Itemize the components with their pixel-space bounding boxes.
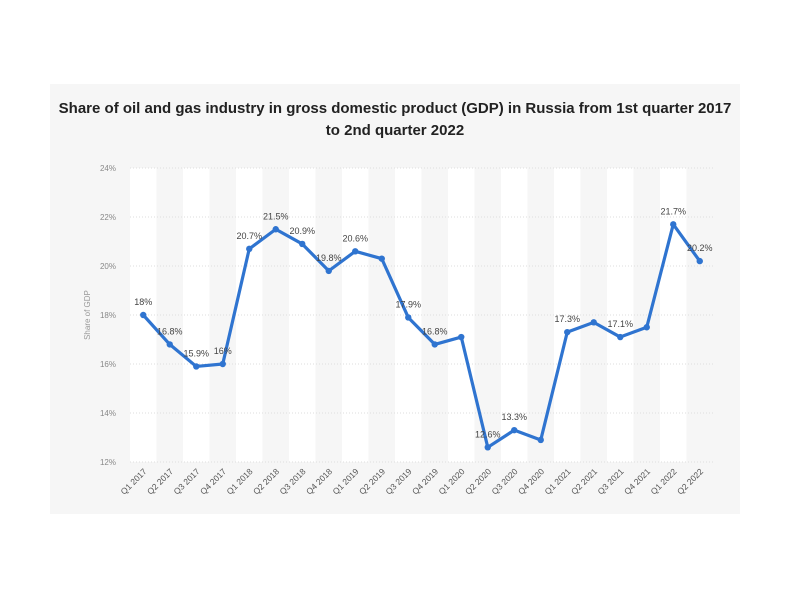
x-tick-label: Q1 2022: [649, 466, 679, 496]
column-band: [236, 168, 263, 462]
x-tick-label: Q1 2018: [225, 466, 255, 496]
data-point: [246, 245, 253, 253]
data-point: [643, 324, 650, 331]
chart-title: Share of oil and gas industry in gross d…: [58, 100, 732, 139]
x-tick-label: Q2 2022: [675, 466, 705, 496]
column-band: [448, 168, 475, 462]
data-point: [405, 314, 412, 321]
x-tick-label: Q1 2017: [119, 466, 149, 496]
data-point: [352, 248, 359, 255]
data-point: [272, 226, 279, 233]
x-tick-label: Q1 2021: [543, 466, 573, 496]
data-point: [325, 267, 332, 275]
y-tick-label: 22%: [100, 213, 116, 222]
data-label: 17.1%: [607, 319, 633, 329]
y-tick-label: 20%: [100, 262, 116, 271]
data-point: [166, 341, 173, 348]
y-tick-label: 24%: [100, 164, 116, 173]
column-band: [554, 168, 581, 462]
x-tick-label: Q4 2018: [304, 466, 334, 496]
x-tick-label: Q4 2017: [198, 466, 228, 496]
data-label: 21.7%: [660, 206, 686, 216]
data-point: [670, 221, 677, 228]
y-tick-label: 12%: [100, 458, 116, 467]
x-tick-label: Q4 2019: [410, 466, 440, 496]
data-point: [193, 363, 200, 370]
data-label: 16.8%: [157, 326, 183, 336]
data-point: [140, 311, 147, 319]
data-point: [378, 255, 385, 262]
data-label: 17.9%: [395, 299, 421, 309]
column-band: [607, 168, 634, 462]
data-label: 19.8%: [316, 253, 342, 263]
x-tick-label: Q3 2021: [596, 466, 626, 496]
data-point: [484, 444, 491, 451]
data-point: [696, 257, 703, 265]
data-point: [537, 436, 544, 444]
data-point: [590, 319, 597, 326]
data-label: 13.3%: [501, 412, 527, 422]
data-label: 12.6%: [475, 429, 501, 439]
x-tick-label: Q4 2021: [622, 466, 652, 496]
data-point: [617, 333, 624, 341]
data-label: 17.3%: [554, 314, 580, 324]
x-tick-label: Q1 2019: [331, 466, 361, 496]
data-point: [431, 341, 438, 348]
data-label: 16.8%: [422, 326, 448, 336]
x-tick-label: Q3 2017: [172, 466, 202, 496]
x-tick-label: Q2 2019: [357, 466, 387, 496]
column-band: [289, 168, 316, 462]
data-label: 15.9%: [183, 348, 209, 358]
y-tick-label: 16%: [100, 360, 116, 369]
x-tick-label: Q3 2020: [490, 466, 520, 496]
x-tick-label: Q3 2019: [384, 466, 414, 496]
x-tick-label: Q2 2018: [251, 466, 281, 496]
x-tick-label: Q4 2020: [516, 466, 546, 496]
data-point: [219, 360, 226, 368]
data-label: 21.5%: [263, 211, 289, 221]
y-axis-title: Share of GDP: [83, 290, 92, 340]
data-label: 20.9%: [289, 226, 315, 236]
data-label: 18%: [134, 297, 152, 307]
y-tick-label: 14%: [100, 409, 116, 418]
y-tick-label: 18%: [100, 311, 116, 320]
data-point: [458, 333, 465, 341]
data-label: 20.7%: [236, 231, 262, 241]
series-line: [141, 222, 702, 449]
x-tick-label: Q1 2020: [437, 466, 467, 496]
data-label: 20.6%: [342, 233, 368, 243]
x-tick-label: Q3 2018: [278, 466, 308, 496]
data-point: [564, 328, 571, 336]
x-tick-label: Q2 2020: [463, 466, 493, 496]
data-label: 16%: [214, 346, 232, 356]
x-tick-label: Q2 2021: [569, 466, 599, 496]
data-point: [511, 426, 518, 434]
data-point: [299, 240, 306, 248]
data-label: 20.2%: [687, 243, 713, 253]
x-tick-label: Q2 2017: [145, 466, 175, 496]
